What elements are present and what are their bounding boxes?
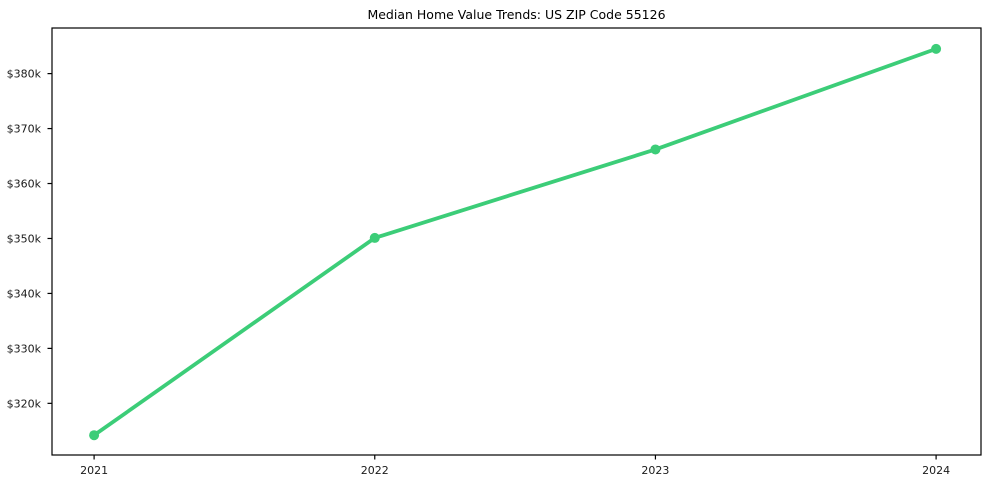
x-tick-label: 2024	[922, 464, 950, 477]
y-tick-label: $370k	[7, 123, 42, 136]
y-tick-label: $350k	[7, 232, 42, 245]
data-point-marker	[89, 430, 100, 441]
y-tick-label: $380k	[7, 68, 42, 81]
y-tick-label: $330k	[7, 342, 42, 355]
y-tick-label: $360k	[7, 178, 42, 191]
x-tick-label: 2021	[80, 464, 108, 477]
y-tick-label: $340k	[7, 287, 42, 300]
x-tick-label: 2023	[641, 464, 669, 477]
chart-title: Median Home Value Trends: US ZIP Code 55…	[367, 7, 666, 22]
x-tick-label: 2022	[361, 464, 389, 477]
data-point-marker	[369, 232, 380, 243]
data-point-marker	[931, 43, 942, 54]
series-line	[92, 46, 938, 438]
y-tick-label: $320k	[7, 397, 42, 410]
plot-border	[51, 27, 982, 456]
data-point-marker	[650, 144, 661, 155]
